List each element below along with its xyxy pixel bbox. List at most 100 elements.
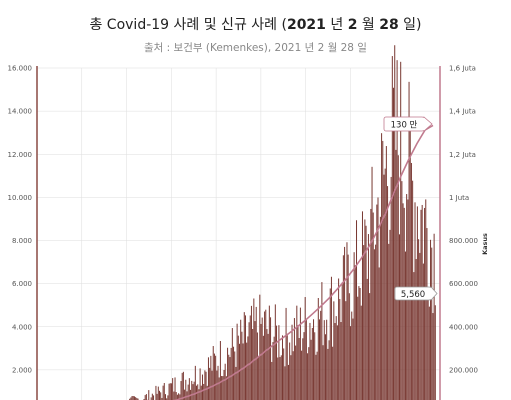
- daily-case-bar: [289, 342, 291, 400]
- daily-case-bar: [244, 315, 246, 400]
- daily-case-bar: [159, 390, 161, 400]
- daily-case-bar: [313, 319, 315, 400]
- daily-case-bar: [184, 389, 186, 400]
- daily-case-bar: [398, 234, 401, 400]
- daily-case-bar: [352, 318, 354, 400]
- daily-case-bar: [285, 307, 287, 400]
- daily-case-bar: [241, 331, 243, 400]
- daily-case-bar: [404, 251, 406, 400]
- daily-case-bar: [307, 353, 309, 400]
- right-tick-label: 400.000: [449, 323, 478, 331]
- daily-case-bar: [130, 397, 132, 400]
- daily-case-bar: [320, 310, 322, 400]
- daily-case-bar: [408, 81, 410, 400]
- daily-case-bar: [258, 356, 260, 400]
- daily-case-bar: [199, 368, 201, 400]
- daily-case-bar: [272, 342, 274, 400]
- daily-case-bar: [178, 393, 180, 400]
- daily-case-bar: [397, 155, 399, 400]
- daily-case-bar: [176, 394, 178, 400]
- daily-case-bar: [169, 383, 171, 400]
- daily-case-bar: [163, 383, 165, 400]
- daily-case-bar: [348, 293, 350, 400]
- daily-case-bar: [350, 326, 352, 400]
- daily-case-bar: [296, 305, 298, 400]
- daily-case-bar: [385, 146, 387, 400]
- daily-case-bar: [334, 323, 336, 400]
- daily-case-bar: [295, 345, 297, 400]
- daily-case-bar: [335, 316, 337, 400]
- daily-case-bar: [278, 325, 280, 400]
- daily-case-bar: [237, 335, 239, 400]
- daily-case-bar: [259, 294, 261, 400]
- daily-case-bar: [211, 370, 213, 400]
- daily-case-bar: [321, 282, 323, 400]
- daily-case-bar: [422, 263, 424, 400]
- daily-case-bar: [360, 305, 362, 400]
- daily-case-bar: [369, 293, 371, 400]
- daily-case-bar: [327, 348, 329, 400]
- daily-case-bar: [156, 393, 158, 400]
- daily-case-bar: [363, 245, 365, 400]
- daily-case-bar: [318, 319, 321, 400]
- daily-case-bar: [201, 374, 204, 400]
- daily-case-bar: [239, 343, 241, 400]
- daily-case-bar: [277, 357, 279, 400]
- daily-case-bar: [281, 335, 283, 400]
- left-axis-ticks: 16.000 14.000 12.000 10.000 8.000 6.000 4.000 2…: [8, 65, 33, 375]
- left-tick-label: 10.000: [8, 194, 33, 202]
- daily-case-bar: [329, 288, 331, 400]
- daily-case-bar: [326, 319, 328, 400]
- daily-case-bar: [400, 61, 402, 400]
- daily-case-bar: [240, 319, 242, 400]
- daily-case-bar: [315, 354, 317, 400]
- daily-case-bar: [221, 376, 223, 400]
- daily-case-bar: [342, 255, 344, 400]
- daily-case-bar: [137, 398, 139, 400]
- daily-case-bar: [370, 208, 372, 400]
- daily-case-bar: [354, 265, 356, 400]
- daily-case-bar: [375, 244, 377, 400]
- daily-case-bar: [215, 355, 217, 400]
- daily-case-bar: [346, 242, 348, 400]
- daily-case-bar: [136, 397, 138, 400]
- daily-case-bar: [390, 176, 392, 400]
- chart-subtitle: 출처 : 보건부 (Kemenkes), 2021 년 2 월 28 일: [144, 42, 367, 54]
- daily-case-bar: [324, 334, 326, 400]
- daily-case-bar: [164, 394, 166, 400]
- daily-case-bar: [384, 168, 386, 400]
- right-axis-title: Kasus: [481, 233, 489, 255]
- daily-case-bar: [358, 286, 360, 400]
- daily-case-bar: [173, 391, 175, 400]
- daily-case-bar: [344, 246, 346, 400]
- daily-case-bar: [283, 348, 285, 400]
- daily-case-bar: [203, 383, 205, 400]
- daily-case-bar: [207, 357, 209, 400]
- daily-case-bar: [293, 318, 295, 400]
- daily-case-bar: [135, 397, 137, 400]
- cumulative-callout: 130 만: [383, 116, 433, 132]
- daily-case-bar: [424, 207, 426, 400]
- daily-case-bar: [212, 346, 214, 400]
- daily-case-bar: [426, 228, 428, 400]
- daily-case-bar: [219, 341, 221, 400]
- daily-case-bar: [210, 355, 212, 400]
- daily-case-bar: [432, 313, 434, 400]
- left-tick-label: 4.000: [12, 323, 32, 331]
- daily-case-bar: [357, 296, 359, 400]
- daily-case-bar: [131, 396, 133, 400]
- daily-case-bar: [133, 396, 135, 400]
- daily-case-bar: [204, 370, 206, 400]
- daily-case-bar: [308, 347, 310, 400]
- daily-case-bar: [340, 322, 342, 400]
- daily-case-bar: [421, 204, 423, 400]
- grid-lines: [37, 67, 440, 400]
- daily-case-bar: [224, 363, 226, 400]
- daily-case-bar: [223, 369, 225, 400]
- daily-case-bar: [129, 398, 131, 400]
- daily-case-bar: [261, 317, 263, 400]
- daily-case-bar: [252, 328, 254, 400]
- daily-case-bar: [262, 335, 264, 400]
- daily-case-bar: [379, 216, 381, 400]
